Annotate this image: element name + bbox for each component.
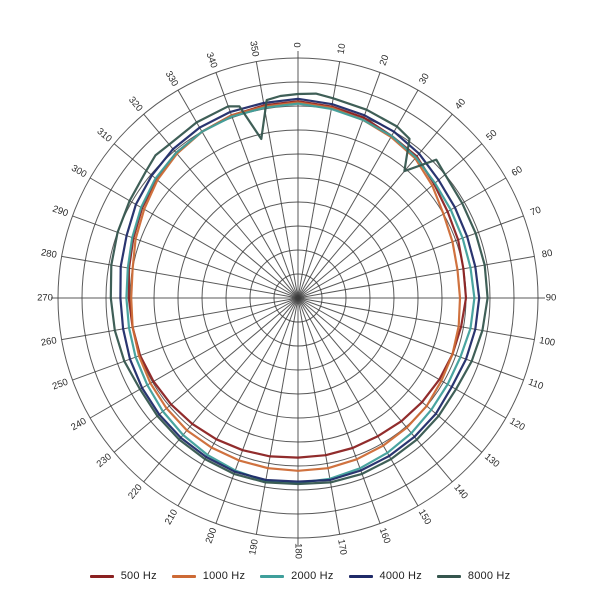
angle-label: 160: [377, 526, 393, 545]
angle-label: 350: [247, 40, 261, 58]
legend-label: 8000 Hz: [467, 570, 511, 582]
angle-label: 170: [335, 538, 349, 556]
grid-spoke: [297, 255, 535, 299]
legend-label: 2000 Hz: [291, 570, 334, 582]
legend-swatch: [171, 574, 196, 578]
angle-label: 30: [417, 72, 432, 87]
series-4000-hz: [119, 97, 481, 483]
grid-spoke: [255, 297, 299, 535]
grid-spoke: [215, 297, 299, 524]
legend-item-2000-hz: 2000 Hz: [260, 570, 333, 582]
series-1000-hz: [130, 101, 462, 472]
legend-item-8000-hz: 8000 Hz: [436, 570, 511, 582]
grid-spoke: [297, 297, 419, 507]
angle-label: 220: [126, 482, 145, 501]
angle-label: 330: [163, 69, 180, 88]
angle-label: 180: [292, 543, 303, 559]
grid-spoke: [297, 215, 524, 299]
series-2000-hz: [125, 102, 476, 484]
series-500-hz: [127, 100, 468, 459]
grid-spoke: [113, 297, 299, 453]
angle-label: 150: [416, 507, 433, 526]
angle-label: 340: [204, 51, 220, 70]
grid-spoke: [89, 297, 299, 419]
grid-spoke: [297, 89, 419, 299]
angle-label: 130: [482, 451, 501, 470]
angle-label: 90: [546, 293, 557, 304]
angle-label: 60: [510, 164, 525, 179]
grid-spoke: [89, 177, 299, 299]
legend-item-4000-hz: 4000 Hz: [348, 570, 422, 582]
angle-label: 140: [451, 482, 470, 501]
legend-label: 4000 Hz: [379, 570, 422, 582]
angle-label: 210: [163, 507, 180, 526]
grid-spoke: [297, 61, 341, 299]
legend-item-1000-hz: 1000 Hz: [171, 570, 246, 582]
legend-item-500-hz: 500 Hz: [89, 570, 157, 582]
grid-spoke: [297, 177, 507, 299]
grid-spoke: [113, 143, 299, 299]
angle-label: 270: [37, 293, 53, 304]
angle-label: 10: [336, 43, 349, 55]
angle-label: 100: [538, 335, 556, 349]
grid-spoke: [61, 297, 299, 341]
grid-spoke: [72, 297, 299, 381]
grid-spoke: [297, 297, 483, 453]
grid-spoke: [297, 297, 507, 419]
angle-label: 200: [204, 526, 220, 545]
grid-spoke: [177, 297, 299, 507]
angle-label: 230: [95, 451, 114, 470]
angle-label: 40: [453, 97, 468, 112]
angle-label: 320: [126, 95, 145, 114]
angle-label: 0: [293, 42, 304, 47]
legend-label: 500 Hz: [120, 570, 157, 582]
angle-label: 120: [507, 416, 526, 433]
grid-spoke: [215, 72, 299, 299]
series-8000-hz: [109, 92, 489, 486]
grid-spoke: [297, 297, 535, 341]
angle-label: 50: [484, 128, 499, 143]
grid-spoke: [297, 297, 524, 381]
legend-label: 1000 Hz: [202, 570, 246, 582]
grid-spoke: [177, 89, 299, 299]
angle-label: 240: [69, 416, 88, 433]
grid-spoke: [297, 297, 341, 535]
angle-label: 280: [40, 247, 58, 261]
legend-swatch: [436, 574, 461, 578]
angle-label: 310: [95, 126, 114, 145]
grid-spoke: [297, 113, 453, 299]
legend-swatch: [89, 574, 114, 578]
grid-spoke: [297, 297, 453, 483]
legend-swatch: [348, 574, 373, 578]
grid-spoke: [61, 255, 299, 299]
angle-label: 190: [247, 538, 261, 556]
angle-label: 300: [69, 163, 88, 180]
grid-spoke: [72, 215, 299, 299]
grid-spoke: [297, 297, 381, 524]
angle-label: 110: [527, 377, 545, 393]
legend: 500 Hz 1000 Hz 2000 Hz 4000 Hz 8000 Hz: [0, 570, 600, 582]
angle-label: 20: [378, 53, 392, 67]
angle-label: 80: [541, 248, 553, 261]
angle-label: 70: [529, 205, 543, 219]
legend-swatch: [260, 574, 285, 578]
grid-spoke: [297, 143, 483, 299]
angle-label: 290: [51, 204, 70, 220]
angle-label: 250: [51, 377, 70, 393]
angle-label: 260: [40, 335, 58, 349]
grid-spoke: [255, 61, 299, 299]
grid-spoke: [143, 297, 299, 483]
